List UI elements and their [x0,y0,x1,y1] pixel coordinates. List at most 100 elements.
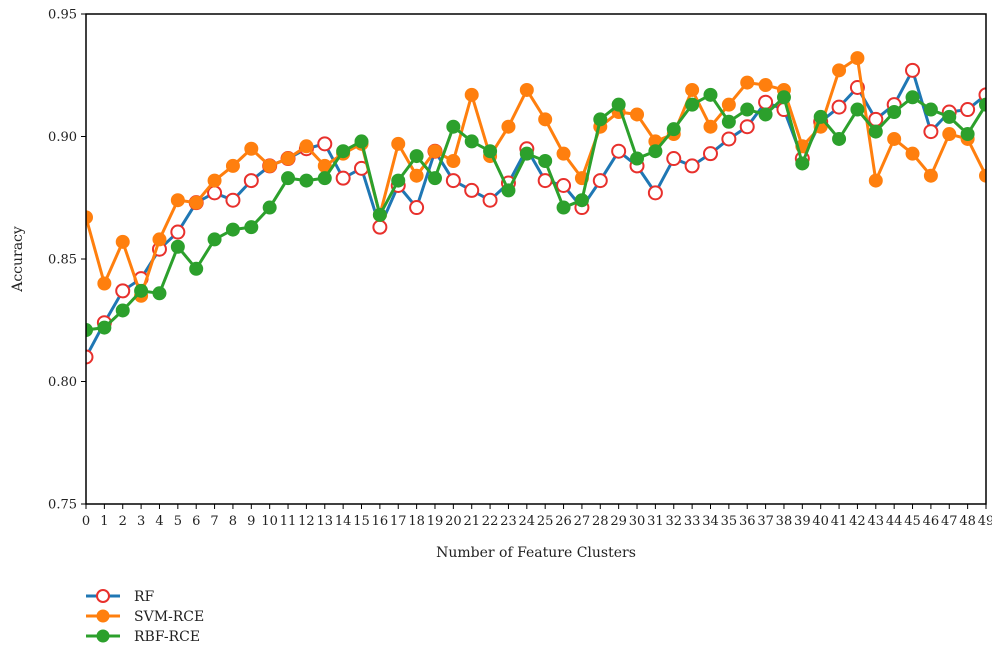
data-point-rf [592,173,608,189]
x-tick-label: 23 [500,514,517,529]
x-tick-label: 45 [904,514,921,529]
x-tick-label: 48 [959,514,976,529]
y-tick-label: 0.95 [48,8,77,23]
data-point-rbf-rce [630,151,645,166]
data-point-rbf-rce [538,154,553,168]
data-point-svm-rce [409,168,424,183]
data-point-rbf-rce [262,200,277,215]
data-point-rf [243,173,259,189]
x-tick-label: 42 [849,514,866,529]
data-point-rf [372,219,388,235]
data-point-svm-rce [501,119,516,134]
data-point-svm-rce [115,234,130,249]
x-tick-label: 39 [794,514,811,529]
data-point-svm-rce [685,82,700,97]
x-tick-label: 38 [776,514,793,529]
series-layer [86,51,986,365]
x-tick-label: 41 [831,514,848,529]
x-tick-label: 20 [445,514,462,529]
y-tick-label: 0.75 [48,498,77,513]
x-tick-label: 11 [280,514,297,529]
data-point-rf [960,102,976,118]
data-point-svm-rce [97,276,112,291]
data-point-rbf-rce [299,173,314,188]
x-axis-ticks: 0 1 2 3 4 5 6 7 8 9 10 11 12 13 14 15 16 17 18 19 20 21 22 23 24… [82,504,992,529]
data-point-rf [317,136,333,152]
data-point-rbf-rce [813,109,828,124]
x-tick-label: 34 [702,514,719,529]
data-point-svm-rce [446,154,461,168]
data-point-svm-rce [86,210,93,225]
x-tick-label: 49 [978,514,992,529]
data-point-rf [721,131,737,147]
data-point-rbf-rce [170,239,185,254]
data-point-rbf-rce [244,220,259,235]
data-point-svm-rce [832,63,847,78]
data-point-rf [923,124,939,140]
legend-marker-svm-rce [96,609,110,623]
data-point-svm-rce [170,193,185,208]
legend-marker-rbf-rce [96,629,110,643]
data-point-rbf-rce [868,124,883,139]
data-point-rbf-rce [703,87,718,102]
data-point-svm-rce [519,82,534,97]
data-point-rf [684,158,700,174]
y-tick-label: 0.80 [48,375,77,390]
data-point-svm-rce [538,112,553,127]
x-tick-label: 13 [317,514,334,529]
data-point-rf [556,178,572,193]
x-tick-label: 32 [665,514,682,529]
data-point-rbf-rce [372,207,387,222]
x-tick-label: 19 [427,514,444,529]
data-point-rbf-rce [519,146,534,161]
data-point-rbf-rce [97,320,112,335]
data-point-rf [115,283,131,299]
data-point-rf [666,151,682,167]
x-tick-label: 44 [886,514,903,529]
data-point-rbf-rce [648,144,663,159]
data-point-svm-rce [868,173,883,188]
data-point-svm-rce [427,144,442,159]
data-point-rbf-rce [979,97,986,112]
data-point-svm-rce [556,146,571,161]
y-axis-title: Accuracy [10,226,26,293]
data-point-rbf-rce [960,127,975,142]
data-point-rbf-rce [905,90,920,105]
data-point-rf [464,182,480,198]
data-point-rbf-rce [923,102,938,117]
data-point-svm-rce [189,195,204,210]
x-tick-label: 17 [390,514,407,529]
legend: RF SVM-RCE RBF-RCE [86,589,204,645]
data-point-svm-rce [923,168,938,183]
legend-item-rf: RF [86,589,155,605]
data-point-svm-rce [740,75,755,90]
data-point-rbf-rce [409,149,424,164]
data-point-rbf-rce [152,286,167,301]
data-point-svm-rce [942,127,957,142]
legend-label-rf: RF [134,589,155,605]
data-point-rbf-rce [134,283,149,298]
x-tick-label: 27 [574,514,591,529]
legend-label-rbf-rce: RBF-RCE [134,629,200,645]
data-point-rbf-rce [721,114,736,129]
data-point-svm-rce [281,151,296,166]
data-point-svm-rce [225,158,240,173]
data-point-rf [335,170,351,186]
data-point-rf [647,185,663,201]
data-point-rbf-rce [795,156,810,171]
data-point-rbf-rce [574,193,589,208]
data-point-svm-rce [391,136,406,151]
data-point-rbf-rce [281,171,296,186]
data-point-rbf-rce [317,171,332,186]
data-point-rbf-rce [556,200,571,215]
x-tick-label: 12 [298,514,315,529]
data-point-svm-rce [850,51,865,66]
data-point-rbf-rce [776,90,791,105]
x-tick-label: 36 [739,514,756,529]
x-tick-label: 5 [174,514,182,529]
x-tick-label: 6 [192,514,200,529]
x-tick-label: 10 [261,514,278,529]
x-tick-label: 43 [868,514,885,529]
